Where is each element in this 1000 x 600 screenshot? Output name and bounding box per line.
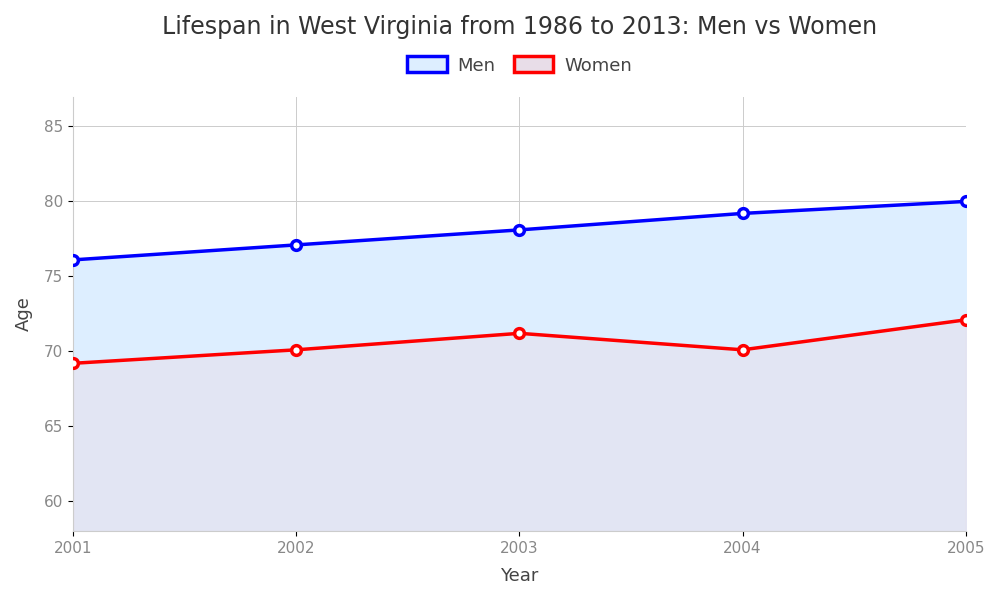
- X-axis label: Year: Year: [500, 567, 539, 585]
- Y-axis label: Age: Age: [15, 296, 33, 331]
- Title: Lifespan in West Virginia from 1986 to 2013: Men vs Women: Lifespan in West Virginia from 1986 to 2…: [162, 15, 877, 39]
- Legend: Men, Women: Men, Women: [400, 49, 639, 82]
